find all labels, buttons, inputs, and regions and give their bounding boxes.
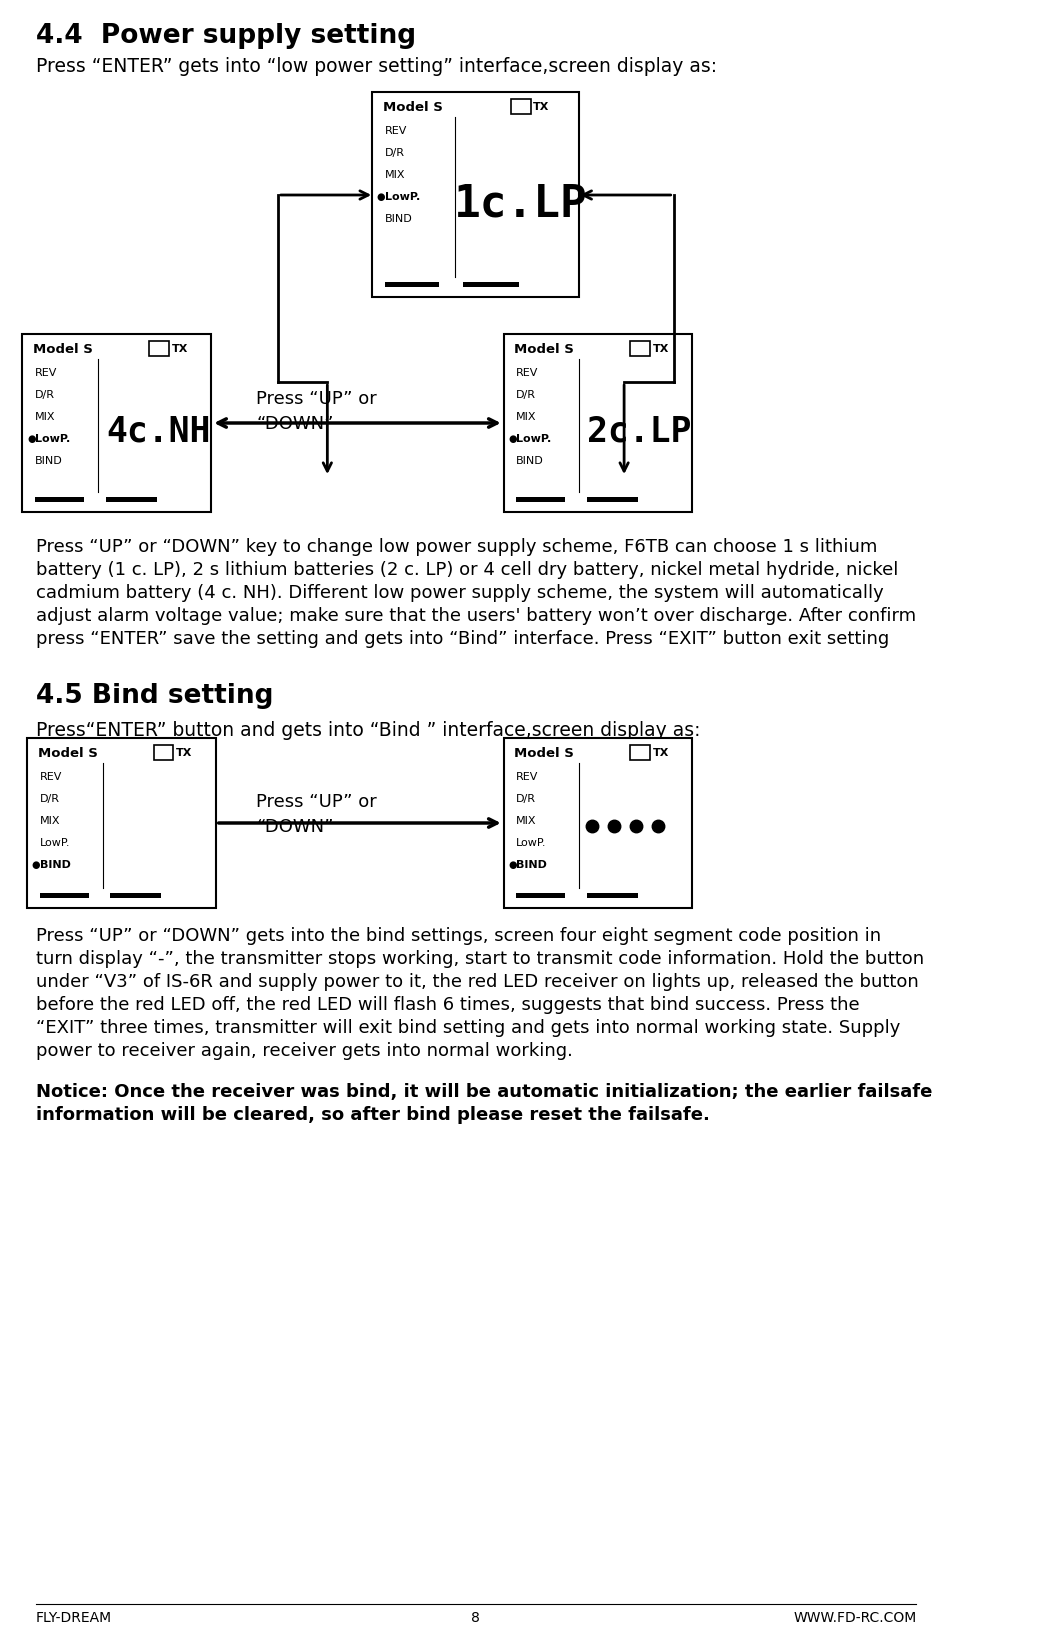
Text: Notice: Once the receiver was bind, it will be automatic initialization; the ear: Notice: Once the receiver was bind, it w…	[36, 1082, 932, 1100]
Bar	[39, 893, 89, 899]
Bar	[106, 498, 157, 503]
Text: BIND: BIND	[516, 860, 548, 870]
Text: LowP.: LowP.	[39, 837, 70, 847]
Text: under “V3” of IS-6R and supply power to it, the red LED receiver on lights up, r: under “V3” of IS-6R and supply power to …	[36, 973, 919, 991]
Bar	[504, 335, 693, 512]
Text: Press “UP” or “DOWN” key to change low power supply scheme, F6TB can choose 1 s : Press “UP” or “DOWN” key to change low p…	[36, 537, 877, 555]
Text: D/R: D/R	[39, 793, 59, 803]
Text: D/R: D/R	[516, 793, 536, 803]
Text: D/R: D/R	[384, 149, 405, 158]
Bar	[154, 746, 174, 761]
Text: TX: TX	[534, 103, 550, 113]
Text: 1c.LP: 1c.LP	[454, 183, 588, 225]
Text: MIX: MIX	[516, 411, 537, 421]
Bar	[510, 100, 531, 114]
Bar	[630, 341, 650, 357]
Text: LowP.: LowP.	[384, 193, 420, 202]
Text: D/R: D/R	[35, 390, 55, 400]
Text: ●: ●	[26, 434, 36, 444]
Text: 4.4  Power supply setting: 4.4 Power supply setting	[36, 23, 416, 49]
Text: 2c.LP: 2c.LP	[588, 415, 692, 447]
Text: Model S: Model S	[515, 343, 574, 356]
Text: “DOWN”: “DOWN”	[256, 415, 334, 432]
Text: MIX: MIX	[384, 170, 406, 180]
Bar	[384, 282, 438, 287]
Text: before the red LED off, the red LED will flash 6 times, suggests that bind succe: before the red LED off, the red LED will…	[36, 996, 860, 1013]
Text: REV: REV	[35, 367, 57, 377]
Bar	[630, 746, 650, 761]
Text: BIND: BIND	[35, 455, 62, 465]
Text: battery (1 c. LP), 2 s lithium batteries (2 c. LP) or 4 cell dry battery, nickel: battery (1 c. LP), 2 s lithium batteries…	[36, 561, 898, 579]
Text: LowP.: LowP.	[516, 837, 546, 847]
Text: WWW.FD-RC.COM: WWW.FD-RC.COM	[793, 1611, 916, 1624]
Bar	[504, 739, 693, 909]
Bar	[22, 335, 212, 512]
Text: TX: TX	[652, 344, 669, 354]
Text: LowP.: LowP.	[35, 434, 70, 444]
Bar	[110, 893, 161, 899]
Text: turn display “-”, the transmitter stops working, start to transmit code informat: turn display “-”, the transmitter stops …	[36, 950, 925, 968]
Text: TX: TX	[176, 747, 193, 757]
Text: BIND: BIND	[516, 455, 544, 465]
Text: Model S: Model S	[38, 746, 97, 759]
Text: ●: ●	[32, 860, 40, 870]
Text: cadmium battery (4 c. NH). Different low power supply scheme, the system will au: cadmium battery (4 c. NH). Different low…	[36, 584, 883, 602]
Text: BIND: BIND	[39, 860, 71, 870]
Text: adjust alarm voltage value; make sure that the users' battery won’t over dischar: adjust alarm voltage value; make sure th…	[36, 607, 916, 625]
Text: MIX: MIX	[39, 816, 60, 826]
Text: 8: 8	[471, 1611, 480, 1624]
Text: 4c.NH: 4c.NH	[106, 415, 211, 447]
Bar	[587, 498, 638, 503]
Text: Press“ENTER” button and gets into “Bind ” interface,screen display as:: Press“ENTER” button and gets into “Bind …	[36, 721, 700, 739]
Bar	[35, 498, 84, 503]
Bar	[587, 893, 638, 899]
Text: 4.5 Bind setting: 4.5 Bind setting	[36, 682, 273, 708]
Text: Press “UP” or: Press “UP” or	[256, 793, 377, 811]
Text: REV: REV	[384, 126, 408, 135]
Text: “EXIT” three times, transmitter will exit bind setting and gets into normal work: “EXIT” three times, transmitter will exi…	[36, 1018, 900, 1036]
Text: BIND: BIND	[384, 214, 413, 224]
Text: “DOWN”: “DOWN”	[256, 818, 334, 836]
Text: ●: ●	[508, 434, 517, 444]
Text: LowP.: LowP.	[516, 434, 552, 444]
Bar	[516, 893, 566, 899]
Text: Press “UP” or “DOWN” gets into the bind settings, screen four eight segment code: Press “UP” or “DOWN” gets into the bind …	[36, 927, 881, 945]
Text: ●: ●	[508, 860, 517, 870]
Text: REV: REV	[39, 772, 61, 782]
Text: Press “ENTER” gets into “low power setting” interface,screen display as:: Press “ENTER” gets into “low power setti…	[36, 57, 717, 77]
Text: TX: TX	[652, 747, 669, 757]
Text: Model S: Model S	[33, 343, 93, 356]
Bar	[464, 282, 519, 287]
Text: information will be cleared, so after bind please reset the failsafe.: information will be cleared, so after bi…	[36, 1105, 710, 1123]
Text: MIX: MIX	[35, 411, 55, 421]
Text: Model S: Model S	[515, 746, 574, 759]
Text: ●: ●	[377, 193, 385, 202]
Text: REV: REV	[516, 367, 539, 377]
Text: TX: TX	[172, 344, 187, 354]
Bar	[149, 341, 168, 357]
Text: REV: REV	[516, 772, 539, 782]
Text: Model S: Model S	[383, 101, 443, 114]
Text: power to receiver again, receiver gets into normal working.: power to receiver again, receiver gets i…	[36, 1041, 573, 1059]
Text: D/R: D/R	[516, 390, 536, 400]
Bar	[373, 93, 579, 297]
Text: MIX: MIX	[516, 816, 537, 826]
Text: press “ENTER” save the setting and gets into “Bind” interface. Press “EXIT” butt: press “ENTER” save the setting and gets …	[36, 630, 890, 648]
Text: Press “UP” or: Press “UP” or	[256, 390, 377, 408]
Bar	[26, 739, 216, 909]
Bar	[516, 498, 566, 503]
Text: FLY-DREAM: FLY-DREAM	[36, 1611, 112, 1624]
